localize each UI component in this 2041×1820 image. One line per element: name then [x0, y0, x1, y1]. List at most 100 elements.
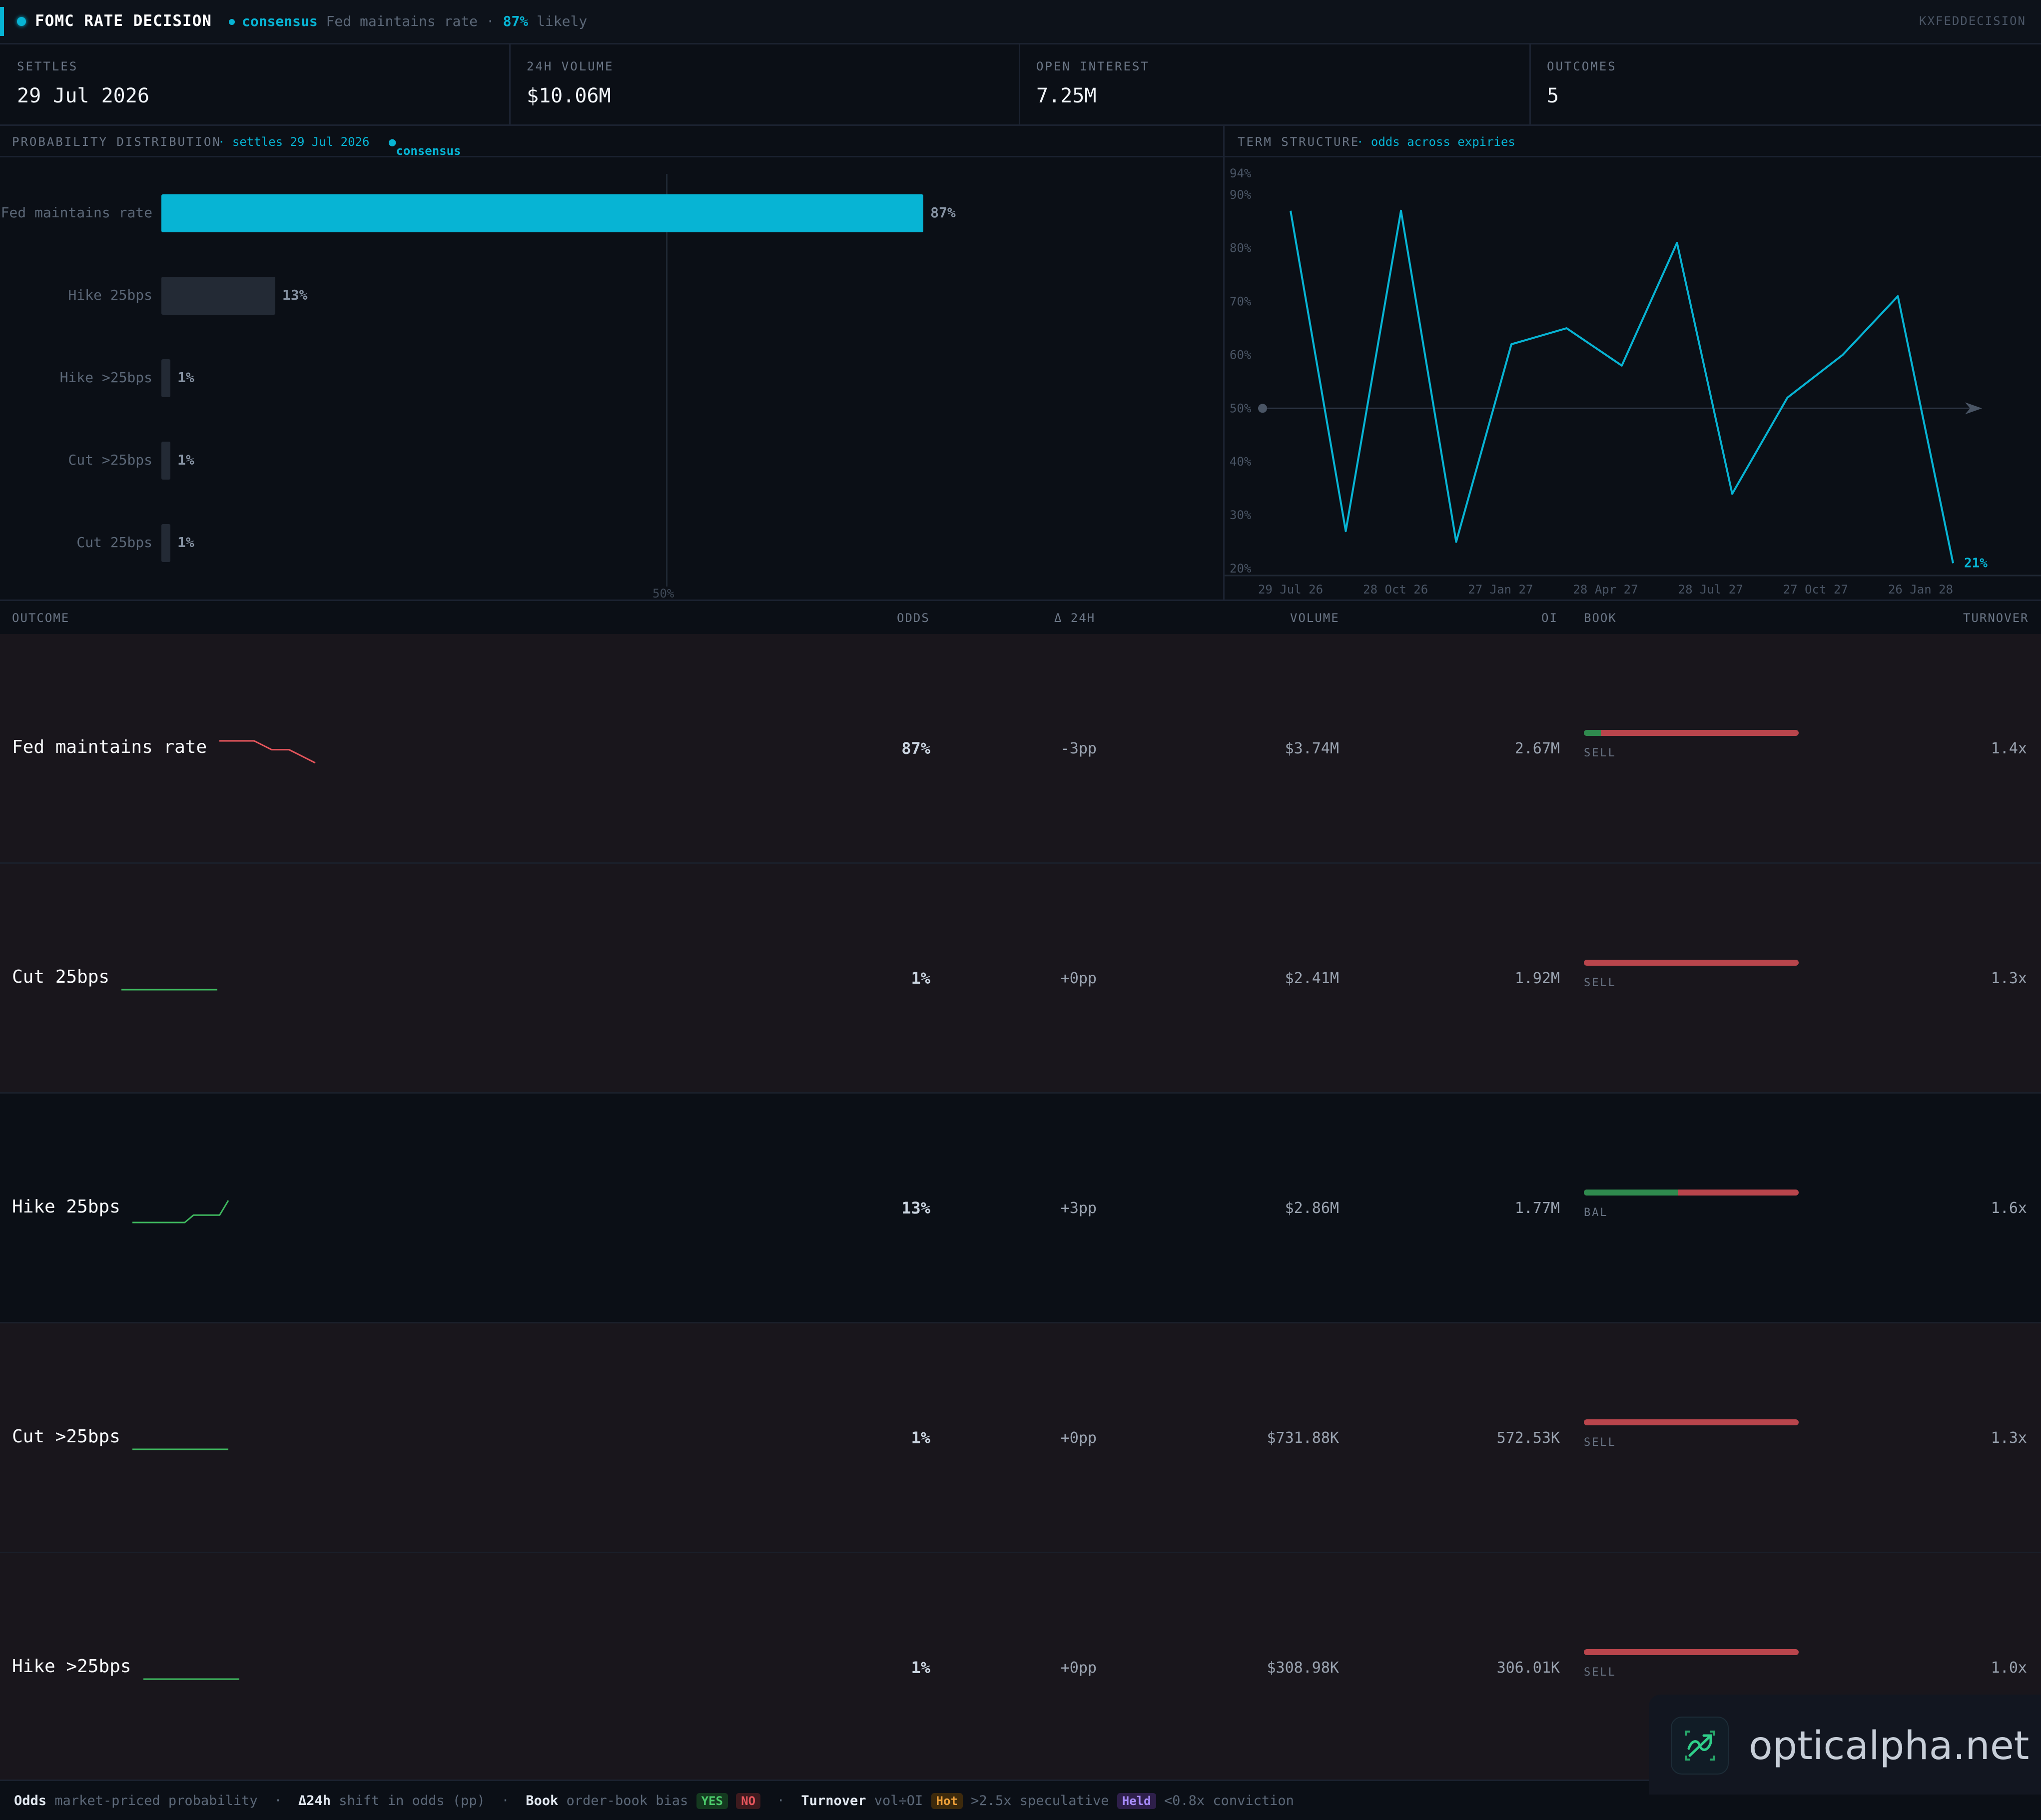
consensus-suffix: likely: [537, 13, 587, 29]
header-bar: FOMC RATE DECISION consensus Fed maintai…: [0, 0, 2041, 44]
oi-value: 1.77M: [1515, 1200, 1560, 1217]
book-bias-label: SELL: [1584, 1666, 1616, 1679]
header-accent: [0, 7, 4, 36]
stat-label: OUTCOMES: [1547, 59, 1617, 73]
stats-strip: SETTLES 29 Jul 2026 24H VOLUME $10.06M O…: [0, 44, 2041, 126]
legend-odds-key: Odds: [14, 1793, 46, 1809]
col-oi: OI: [1541, 611, 1558, 625]
consensus-outcome: Fed maintains rate: [326, 13, 478, 29]
legend-sep: ·: [777, 1793, 785, 1809]
y-tick-label: 60%: [1230, 348, 1252, 362]
outcome-name: Cut >25bps: [12, 1426, 120, 1447]
x-tick-label: 27 Oct 27: [1783, 583, 1848, 597]
term-series-line: [1291, 211, 1953, 564]
distribution-settles: · settles 29 Jul 2026: [218, 135, 369, 149]
y-tick-label: 80%: [1230, 241, 1252, 255]
sparkline-path: [132, 1201, 228, 1222]
legend-hot-pill: Hot: [931, 1793, 963, 1809]
bar-label: Hike 25bps: [0, 287, 152, 303]
y-tick-label: 40%: [1230, 455, 1252, 469]
midline-50: [666, 174, 668, 587]
stat-open-interest: OPEN INTEREST 7.25M: [1019, 44, 1529, 124]
legend-delta-desc: shift in odds (pp): [339, 1793, 485, 1809]
probability-bar: [161, 194, 923, 232]
oi-value: 306.01K: [1497, 1659, 1560, 1677]
col-odds: ODDS: [897, 611, 930, 625]
live-dot-icon: [17, 17, 26, 26]
delta-value: +0pp: [1061, 970, 1097, 987]
volume-value: $2.86M: [1285, 1200, 1339, 1217]
sparkline-path: [219, 741, 315, 763]
watermark-text: opticalpha.net: [1749, 1724, 2029, 1769]
x-tick-label: 29 Jul 26: [1258, 583, 1323, 597]
stat-label: OPEN INTEREST: [1036, 59, 1150, 73]
outcome-name: Fed maintains rate: [12, 737, 207, 757]
stat-label: SETTLES: [17, 59, 78, 73]
book-bias-bar: [1584, 1419, 1799, 1425]
bar-label: Fed maintains rate: [0, 204, 152, 221]
watermark: opticalpha.net: [1649, 1695, 2041, 1795]
y-tick-label: 94%: [1230, 166, 1252, 180]
odds-value: 87%: [901, 739, 930, 758]
opticalpha-logo-icon: [1671, 1717, 1729, 1775]
turnover-value: 1.4x: [1991, 740, 2027, 757]
col-outcome: OUTCOME: [12, 611, 69, 625]
distribution-title: PROBABILITY DISTRIBUTION: [12, 135, 221, 149]
stat-volume: 24H VOLUME $10.06M: [510, 44, 1019, 124]
x-tick-label: 28 Jul 27: [1678, 583, 1743, 597]
market-title: FOMC RATE DECISION: [35, 12, 212, 30]
col-volume: VOLUME: [1290, 611, 1340, 625]
odds-value: 1%: [911, 969, 930, 988]
legend-odds-desc: market-priced probability: [54, 1793, 257, 1809]
book-bias-label: SELL: [1584, 747, 1616, 759]
delta-value: +3pp: [1061, 1200, 1097, 1217]
odds-value: 1%: [911, 1428, 930, 1447]
stat-divider: [1019, 44, 1020, 124]
term-header: TERM STRUCTURE · odds across expiries: [1225, 126, 2041, 157]
consensus-dot-icon: [229, 19, 235, 25]
probability-bar: [161, 359, 170, 397]
oi-value: 572.53K: [1497, 1429, 1560, 1447]
stat-value: $10.06M: [527, 84, 611, 107]
volume-value: $731.88K: [1267, 1429, 1340, 1447]
stat-outcomes: OUTCOMES 5: [1530, 44, 2040, 124]
stat-value: 29 Jul 2026: [17, 84, 149, 107]
outcome-name: Hike >25bps: [12, 1656, 131, 1677]
x-tick-label: 28 Apr 27: [1573, 583, 1638, 597]
bar-value: 1%: [177, 534, 194, 551]
legend-held-pill: Held: [1117, 1793, 1156, 1809]
y-tick-label: 50%: [1230, 401, 1252, 415]
delta-value: +0pp: [1061, 1659, 1097, 1677]
volume-value: $308.98K: [1267, 1659, 1340, 1677]
table-header: OUTCOME ODDS Δ 24H VOLUME OI BOOK TURNOV…: [0, 600, 2041, 635]
legend-delta-key: Δ24h: [298, 1793, 331, 1809]
legend-yes-pill: YES: [696, 1793, 728, 1809]
sparkline: [142, 1657, 242, 1687]
distribution-header: PROBABILITY DISTRIBUTION · settles 29 Ju…: [0, 126, 1223, 157]
probability-bar: [161, 524, 170, 562]
volume-value: $3.74M: [1285, 740, 1339, 757]
odds-value: 13%: [901, 1199, 930, 1217]
bar-label: Cut >25bps: [0, 452, 152, 468]
oi-value: 1.92M: [1515, 970, 1560, 987]
y-tick-label: 90%: [1230, 188, 1252, 202]
delta-value: +0pp: [1061, 1429, 1097, 1447]
sparkline: [120, 968, 220, 998]
legend-turnover-desc: vol÷OI: [874, 1793, 923, 1809]
turnover-value: 1.0x: [1991, 1659, 2027, 1677]
probability-bar: [161, 442, 170, 480]
y-tick-label: 30%: [1230, 508, 1252, 522]
book-bias-label: BAL: [1584, 1207, 1608, 1219]
stat-value: 5: [1547, 84, 1559, 107]
stat-divider: [1529, 44, 1531, 124]
book-yes-fill: [1584, 730, 1601, 736]
stat-value: 7.25M: [1036, 84, 1096, 107]
bar-value: 1%: [177, 369, 194, 386]
odds-value: 1%: [911, 1658, 930, 1677]
sparkline: [218, 738, 318, 768]
book-bias-label: SELL: [1584, 1436, 1616, 1449]
